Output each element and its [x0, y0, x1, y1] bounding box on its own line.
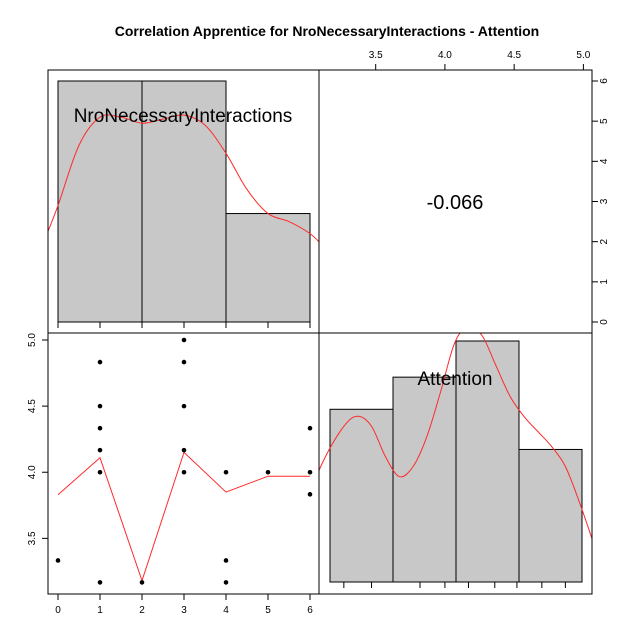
scatter-point — [307, 425, 313, 431]
scatter-point — [97, 469, 103, 475]
top-tick-label: 4.0 — [438, 50, 452, 61]
density-line — [48, 114, 319, 243]
scatter-point — [181, 403, 187, 409]
y-tick-label: 4.0 — [27, 465, 38, 479]
scatter-point — [55, 558, 61, 563]
scatter-point — [97, 425, 103, 431]
histogram-bar — [392, 376, 457, 583]
right-tick-label: 6 — [599, 78, 610, 84]
right-tick-label: 5 — [599, 118, 610, 124]
x-tick-label: 4 — [223, 605, 229, 616]
x-tick-label: 0 — [55, 605, 61, 616]
scatter-point — [97, 580, 103, 585]
scatter-point — [265, 469, 271, 475]
variable-label-nro: NroNecessaryInteractions — [74, 106, 293, 127]
density-line — [319, 333, 592, 541]
right-tick-label: 2 — [599, 238, 610, 244]
top-tick-label: 5.0 — [576, 50, 590, 61]
scatter-point — [181, 337, 187, 343]
y-tick-label: 3.5 — [27, 531, 38, 545]
scatter-point — [307, 492, 313, 497]
scatter-point — [307, 469, 313, 475]
scatter-point — [97, 403, 103, 409]
top-tick-label: 4.5 — [507, 50, 521, 61]
scatter-point — [181, 469, 187, 475]
right-tick-label: 4 — [599, 158, 610, 164]
right-tick-label: 1 — [599, 279, 610, 285]
scatter-point — [181, 447, 187, 453]
correlation-value: -0.066 — [427, 192, 484, 214]
histogram-bar — [225, 213, 311, 323]
variable-label-attention: Attention — [418, 369, 493, 390]
scatter-point — [181, 359, 187, 365]
chart-title: Correlation Apprentice for NroNecessaryI… — [115, 23, 539, 39]
scatter-point — [223, 469, 229, 475]
top-tick-label: 3.5 — [369, 50, 383, 61]
histogram-bar — [518, 448, 583, 583]
scatter-point — [97, 447, 103, 453]
x-tick-label: 2 — [139, 605, 145, 616]
panel-frame — [318, 332, 593, 595]
x-tick-label: 5 — [265, 605, 271, 616]
y-tick-label: 4.5 — [27, 399, 38, 413]
scatter-point — [97, 359, 103, 365]
scatter-point — [223, 580, 229, 585]
x-tick-label: 6 — [307, 605, 313, 616]
histogram-bar — [57, 80, 143, 323]
x-tick-label: 3 — [181, 605, 187, 616]
scatter-point — [223, 558, 229, 563]
x-tick-label: 1 — [97, 605, 103, 616]
histogram-bar — [455, 340, 520, 583]
panel-frame — [47, 332, 320, 595]
right-tick-label: 0 — [599, 319, 610, 325]
scatter-point — [139, 580, 145, 585]
y-tick-label: 5.0 — [27, 333, 38, 347]
histogram-bar — [329, 408, 394, 583]
right-tick-label: 3 — [599, 198, 610, 204]
